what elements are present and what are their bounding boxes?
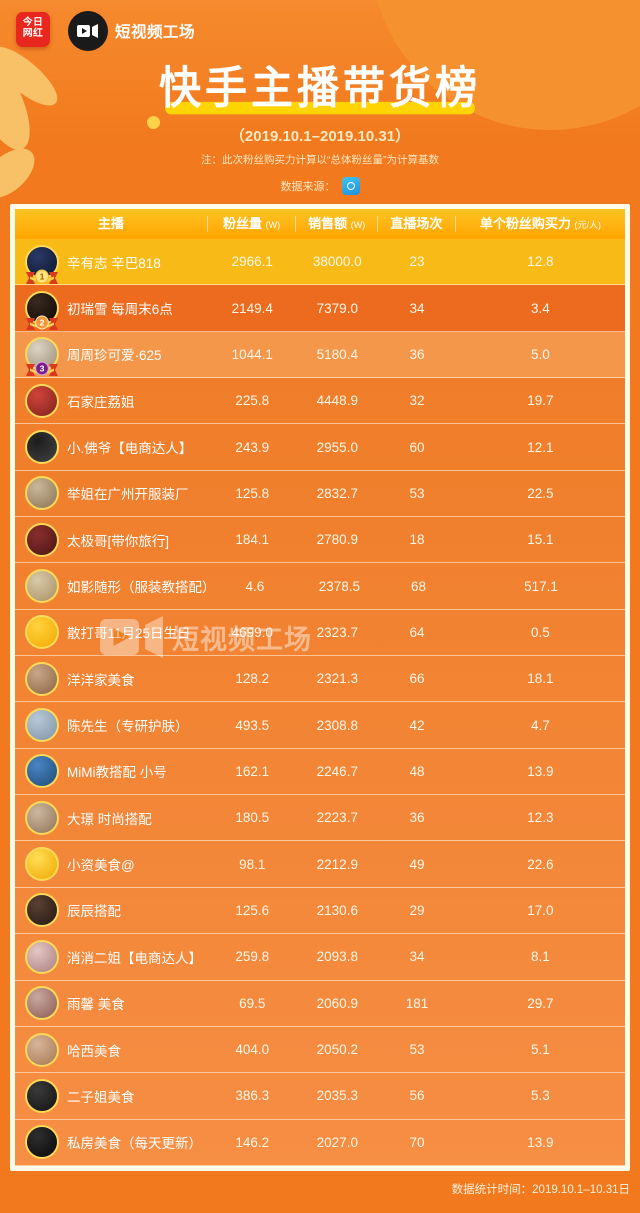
- svg-text:3: 3: [40, 364, 45, 374]
- svg-text:2: 2: [40, 317, 45, 327]
- svg-text:1: 1: [40, 271, 45, 281]
